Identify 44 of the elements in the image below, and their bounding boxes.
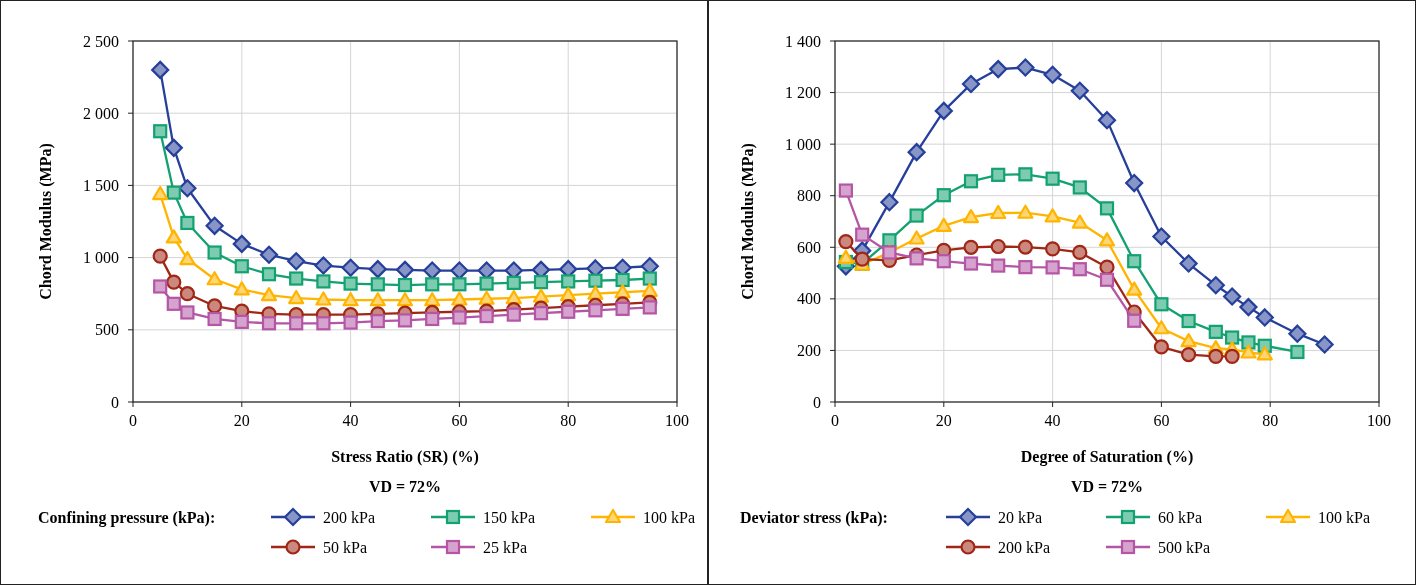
y-tick-label: 500 — [95, 321, 119, 339]
y-tick-label: 1 000 — [785, 135, 821, 153]
y-tick-label: 0 — [813, 393, 821, 411]
y-tick-label: 1 500 — [83, 176, 119, 194]
x-tick-label: 20 — [935, 412, 952, 429]
x-tick-label: 60 — [1153, 412, 1170, 429]
legend-label: 20 kPa — [998, 509, 1042, 526]
legend-label: 60 kPa — [1158, 509, 1202, 526]
legend-label: 200 kPa — [998, 539, 1050, 556]
legend-label: 25 kPa — [483, 539, 527, 556]
x-tick-label: 20 — [233, 412, 250, 429]
y-tick-label: 800 — [797, 187, 821, 205]
y-tick-label: 200 — [797, 341, 821, 359]
x-axis-title: Stress Ratio (SR) (%) — [331, 448, 479, 466]
legend-label: 200 kPa — [323, 509, 375, 526]
legend-label: 150 kPa — [483, 509, 535, 526]
y-tick-label: 2 500 — [83, 32, 119, 50]
x-axis-title: Degree of Saturation (%) — [1020, 448, 1194, 466]
x-tick-label: 60 — [451, 412, 468, 429]
y-tick-label: 2 000 — [83, 104, 119, 122]
x-tick-label: 80 — [1262, 412, 1279, 429]
legend-label: 500 kPa — [1158, 539, 1210, 556]
text: VD = 72% — [1070, 478, 1144, 495]
y-tick-label: 1 200 — [785, 84, 821, 102]
x-tick-label: 100 — [1367, 412, 1391, 429]
y-tick-label: 0 — [111, 393, 119, 411]
x-tick-label: 80 — [560, 412, 577, 429]
y-tick-label: 1 000 — [83, 249, 119, 267]
legend-title: Deviator stress (kPa): — [740, 509, 888, 527]
x-tick-label: 0 — [831, 412, 839, 429]
legend-title: Confining pressure (kPa): — [38, 509, 216, 527]
legend-label: 100 kPa — [1318, 509, 1370, 526]
y-tick-label: 600 — [797, 238, 821, 256]
y-tick-label: 1 400 — [785, 32, 821, 50]
y-axis-title: Chord Modulus (MPa) — [37, 143, 55, 300]
y-axis-title: Chord Modulus (MPa) — [739, 143, 757, 300]
x-tick-label: 0 — [129, 412, 137, 429]
legend-label: 100 kPa — [643, 509, 695, 526]
x-tick-label: 40 — [342, 412, 359, 429]
y-tick-label: 400 — [797, 290, 821, 308]
x-tick-label: 40 — [1044, 412, 1061, 429]
legend-label: 50 kPa — [323, 539, 367, 556]
text: VD = 72% — [368, 478, 442, 495]
x-tick-label: 100 — [665, 412, 689, 429]
